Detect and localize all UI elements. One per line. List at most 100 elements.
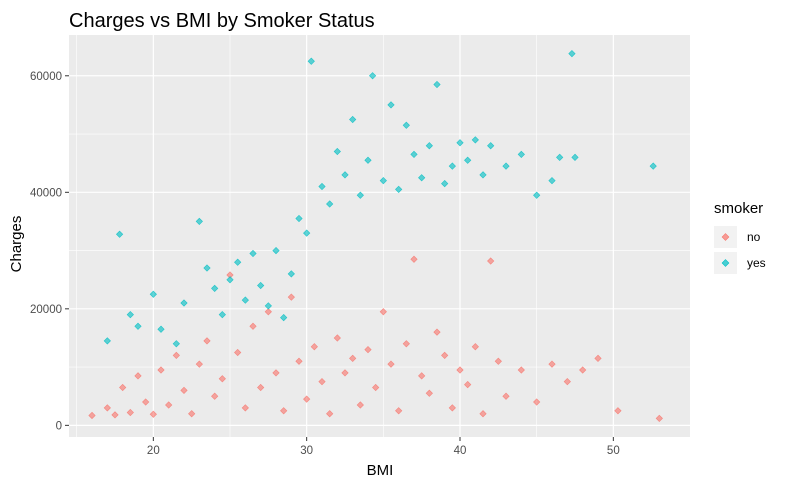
point-no: [563, 378, 571, 386]
point-no: [119, 383, 127, 392]
point-yes: [433, 80, 441, 89]
point-yes: [287, 270, 295, 278]
point-no: [548, 360, 556, 368]
point-yes: [379, 177, 387, 185]
point-no: [195, 360, 203, 368]
axis-ticks: 20 30 40 50 0 20000 40000 60000: [30, 71, 620, 457]
point-no: [471, 343, 479, 351]
x-tick-label: 50: [607, 445, 620, 457]
point-yes: [425, 142, 433, 150]
point-no: [172, 351, 180, 360]
point-no: [533, 398, 541, 406]
plot-panel: [69, 35, 690, 437]
point-no: [310, 343, 318, 351]
point-yes: [326, 200, 334, 208]
point-yes: [410, 150, 418, 159]
point-no: [579, 366, 587, 374]
point-no: [295, 357, 303, 365]
point-no: [326, 410, 334, 418]
point-yes: [448, 162, 456, 170]
point-yes: [180, 299, 188, 307]
point-no: [372, 383, 380, 392]
point-no: [614, 407, 622, 415]
y-tick-label: 60000: [30, 71, 62, 83]
point-yes: [280, 313, 288, 322]
point-yes: [464, 156, 472, 164]
y-tick-label: 0: [56, 420, 62, 432]
point-no: [303, 395, 311, 403]
point-yes: [387, 101, 395, 109]
point-no: [180, 386, 188, 395]
point-no: [494, 357, 502, 365]
point-no: [395, 407, 403, 415]
point-no: [487, 257, 495, 265]
point-no: [318, 378, 326, 386]
legend-label-yes: yes: [747, 256, 766, 270]
point-no: [425, 389, 433, 397]
point-yes: [307, 57, 315, 65]
point-no: [479, 410, 487, 418]
point-yes: [241, 296, 249, 304]
point-no: [341, 369, 349, 377]
point-no: [287, 293, 295, 301]
point-yes: [556, 153, 564, 161]
point-no: [349, 354, 357, 362]
point-yes: [318, 182, 326, 191]
point-no: [234, 348, 242, 357]
point-no: [257, 383, 265, 392]
point-no: [464, 380, 472, 389]
point-yes: [418, 174, 426, 182]
point-yes: [395, 185, 403, 194]
x-tick-label: 40: [454, 445, 467, 457]
point-no: [356, 401, 364, 409]
point-no: [387, 360, 395, 368]
point-yes: [303, 229, 311, 237]
point-yes: [172, 340, 180, 348]
point-yes: [333, 147, 341, 156]
point-yes: [126, 311, 134, 319]
legend-symbol-yes: [721, 259, 730, 267]
point-no: [333, 334, 341, 342]
series-no: [88, 255, 663, 422]
point-yes: [441, 179, 449, 188]
point-yes: [257, 281, 265, 290]
point-yes: [211, 284, 219, 293]
point-yes: [517, 150, 525, 159]
point-yes: [226, 276, 234, 284]
point-no: [433, 328, 441, 336]
point-yes: [149, 290, 157, 298]
legend: smoker no yes: [714, 200, 766, 274]
point-yes: [195, 217, 203, 226]
point-yes: [234, 258, 242, 266]
point-no: [165, 401, 173, 409]
point-yes: [487, 142, 495, 150]
point-yes: [157, 325, 165, 333]
point-no: [188, 410, 196, 418]
point-yes: [115, 230, 124, 238]
point-yes: [264, 302, 272, 310]
point-no: [402, 340, 410, 348]
point-no: [272, 369, 280, 377]
point-yes: [471, 136, 479, 144]
point-no: [448, 404, 456, 412]
point-yes: [272, 246, 280, 255]
point-yes: [295, 214, 303, 223]
y-tick-label: 40000: [30, 187, 62, 199]
point-no: [379, 308, 387, 316]
legend-title: smoker: [714, 200, 763, 217]
point-yes: [203, 264, 211, 272]
point-yes: [356, 191, 364, 199]
point-yes: [479, 171, 487, 179]
point-no: [157, 366, 165, 374]
point-yes: [649, 162, 657, 170]
point-no: [218, 375, 226, 383]
point-no: [502, 392, 510, 400]
point-no: [410, 255, 418, 263]
point-no: [655, 414, 663, 422]
point-no: [142, 398, 150, 406]
x-tick-label: 20: [147, 445, 160, 457]
point-yes: [134, 322, 142, 330]
point-yes: [456, 139, 464, 147]
point-no: [126, 408, 134, 417]
point-no: [418, 372, 426, 380]
